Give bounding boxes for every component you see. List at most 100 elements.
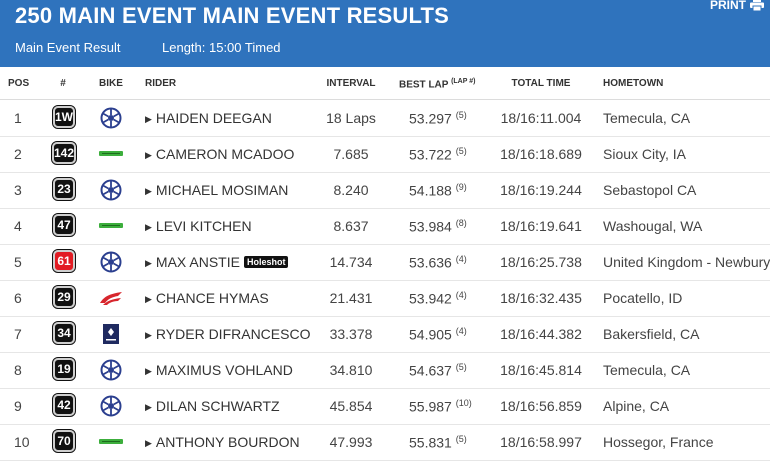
rider-name: MAX ANSTIE <box>155 254 240 270</box>
kawasaki-logo-icon <box>98 431 124 453</box>
rider-number-plate: 23 <box>52 177 76 201</box>
rider-name: CHANCE HYMAS <box>155 290 269 306</box>
best-lap: 53.942 (4) <box>409 290 467 307</box>
rider-link[interactable]: ▶ RYDER DIFRANCESCO <box>145 326 310 342</box>
total-time: 18/16:25.738 <box>500 254 582 270</box>
result-type-label: Main Event Result <box>15 40 121 55</box>
rider-link[interactable]: ▶ LEVI KITCHEN <box>145 218 252 234</box>
expand-arrow-icon: ▶ <box>145 402 152 412</box>
rider-number-plate: 61 <box>52 249 76 273</box>
best-lap-number: (5) <box>455 434 467 444</box>
yamaha-logo-icon <box>98 179 124 201</box>
rider-link[interactable]: ▶ HAIDEN DEEGAN <box>145 110 272 126</box>
total-time: 18/16:32.435 <box>500 290 582 306</box>
interval: 33.378 <box>329 326 373 342</box>
rider-link[interactable]: ▶ CHANCE HYMAS <box>145 290 269 306</box>
position: 2 <box>14 146 22 162</box>
yamaha-logo-icon <box>98 395 124 417</box>
table-header-row: POS # BIKE RIDER INTERVAL BEST LAP (LAP … <box>0 67 770 100</box>
rider-link[interactable]: ▶ MICHAEL MOSIMAN <box>145 182 288 198</box>
position: 4 <box>14 218 22 234</box>
interval: 7.685 <box>333 146 369 162</box>
table-row: 8 19 ▶ MAXIMUS VOHLAND 34.810 54.637 (5) 18/16… <box>0 352 770 389</box>
printer-icon <box>750 0 764 11</box>
rider-number-plate: 70 <box>52 429 76 453</box>
rider-link[interactable]: ▶ CAMERON MCADOO <box>145 146 294 162</box>
rider-number-plate: 34 <box>52 321 76 345</box>
total-time: 18/16:19.641 <box>500 218 582 234</box>
rider-number-plate: 142 <box>51 141 77 165</box>
holeshot-badge: Holeshot <box>243 256 289 268</box>
rider-number-plate: 19 <box>52 357 76 381</box>
table-row: 6 29 ▶ CHANCE HYMAS 21.431 53.942 (4) 18/16:32… <box>0 280 770 317</box>
interval: 47.993 <box>329 434 373 450</box>
best-lap-number: (4) <box>455 326 467 336</box>
rider-name: HAIDEN DEEGAN <box>155 110 272 126</box>
col-number: # <box>60 78 66 89</box>
rider-name: CAMERON MCADOO <box>155 146 295 162</box>
best-lap: 53.636 (4) <box>409 254 467 271</box>
best-lap: 55.987 (10) <box>409 398 472 415</box>
hometown: Sebastopol CA <box>603 182 697 198</box>
honda-logo-icon <box>98 287 124 309</box>
expand-arrow-icon: ▶ <box>145 294 152 304</box>
total-time: 18/16:56.859 <box>500 398 582 414</box>
best-lap-number: (5) <box>455 146 467 156</box>
yamaha-logo-icon <box>98 107 124 129</box>
interval: 45.854 <box>329 398 373 414</box>
expand-arrow-icon: ▶ <box>145 114 152 124</box>
table-row: 5 61 ▶ MAX ANSTIE Holeshot 14.734 53.636 (4) 18… <box>0 244 770 281</box>
col-bike: BIKE <box>99 78 123 89</box>
husqvarna-logo-icon <box>98 323 124 345</box>
total-time: 18/16:18.689 <box>500 146 582 162</box>
best-lap-number: (4) <box>455 254 467 264</box>
expand-arrow-icon: ▶ <box>145 366 152 376</box>
position: 3 <box>14 182 22 198</box>
interval: 18 Laps <box>326 110 376 126</box>
rider-link[interactable]: ▶ ANTHONY BOURDON <box>145 434 300 450</box>
best-lap: 53.984 (8) <box>409 218 467 235</box>
kawasaki-logo-icon <box>98 143 124 165</box>
total-time: 18/16:45.814 <box>500 362 582 378</box>
best-lap: 54.905 (4) <box>409 326 467 343</box>
best-lap: 55.831 (5) <box>409 434 467 451</box>
results-header: 250 MAIN EVENT MAIN EVENT RESULTS Main E… <box>0 0 770 67</box>
best-lap-number: (10) <box>455 398 472 408</box>
table-row: 7 34 ▶ RYDER DIFRANCESCO 33.378 54.905 (4) 18/… <box>0 316 770 353</box>
hometown: Sioux City, IA <box>603 146 686 162</box>
position: 6 <box>14 290 22 306</box>
best-lap-number: (8) <box>455 218 467 228</box>
position: 7 <box>14 326 22 342</box>
rider-name: MICHAEL MOSIMAN <box>155 182 289 198</box>
rider-name: ANTHONY BOURDON <box>155 434 300 450</box>
position: 8 <box>14 362 22 378</box>
position: 9 <box>14 398 22 414</box>
rider-link[interactable]: ▶ MAX ANSTIE Holeshot <box>145 254 289 270</box>
position: 1 <box>14 110 22 126</box>
interval: 14.734 <box>329 254 373 270</box>
col-hometown: HOMETOWN <box>603 78 664 89</box>
print-button[interactable]: PRINT <box>710 0 764 12</box>
interval: 8.637 <box>333 218 369 234</box>
best-lap-number: (4) <box>455 290 467 300</box>
expand-arrow-icon: ▶ <box>145 150 152 160</box>
hometown: Bakersfield, CA <box>603 326 700 342</box>
rider-number-plate: 29 <box>52 285 76 309</box>
interval: 8.240 <box>333 182 369 198</box>
rider-name: MAXIMUS VOHLAND <box>155 362 293 378</box>
total-time: 18/16:11.004 <box>500 110 582 126</box>
rider-link[interactable]: ▶ DILAN SCHWARTZ <box>145 398 280 414</box>
print-label: PRINT <box>710 0 746 12</box>
rider-name: RYDER DIFRANCESCO <box>155 326 311 342</box>
best-lap: 54.637 (5) <box>409 362 467 379</box>
hometown: Hossegor, France <box>603 434 714 450</box>
rider-link[interactable]: ▶ MAXIMUS VOHLAND <box>145 362 293 378</box>
interval: 21.431 <box>329 290 373 306</box>
table-row: 2 142 ▶ CAMERON MCADOO 7.685 53.722 (5) 18/16:… <box>0 136 770 173</box>
race-length-label: Length: 15:00 Timed <box>162 40 281 55</box>
best-lap: 53.722 (5) <box>409 146 467 163</box>
table-row: 3 23 ▶ MICHAEL MOSIMAN 8.240 54.188 (9) 18/16:… <box>0 172 770 209</box>
hometown: Washougal, WA <box>603 218 703 234</box>
page-title: 250 MAIN EVENT MAIN EVENT RESULTS <box>15 3 450 28</box>
best-lap-number: (5) <box>455 362 467 372</box>
